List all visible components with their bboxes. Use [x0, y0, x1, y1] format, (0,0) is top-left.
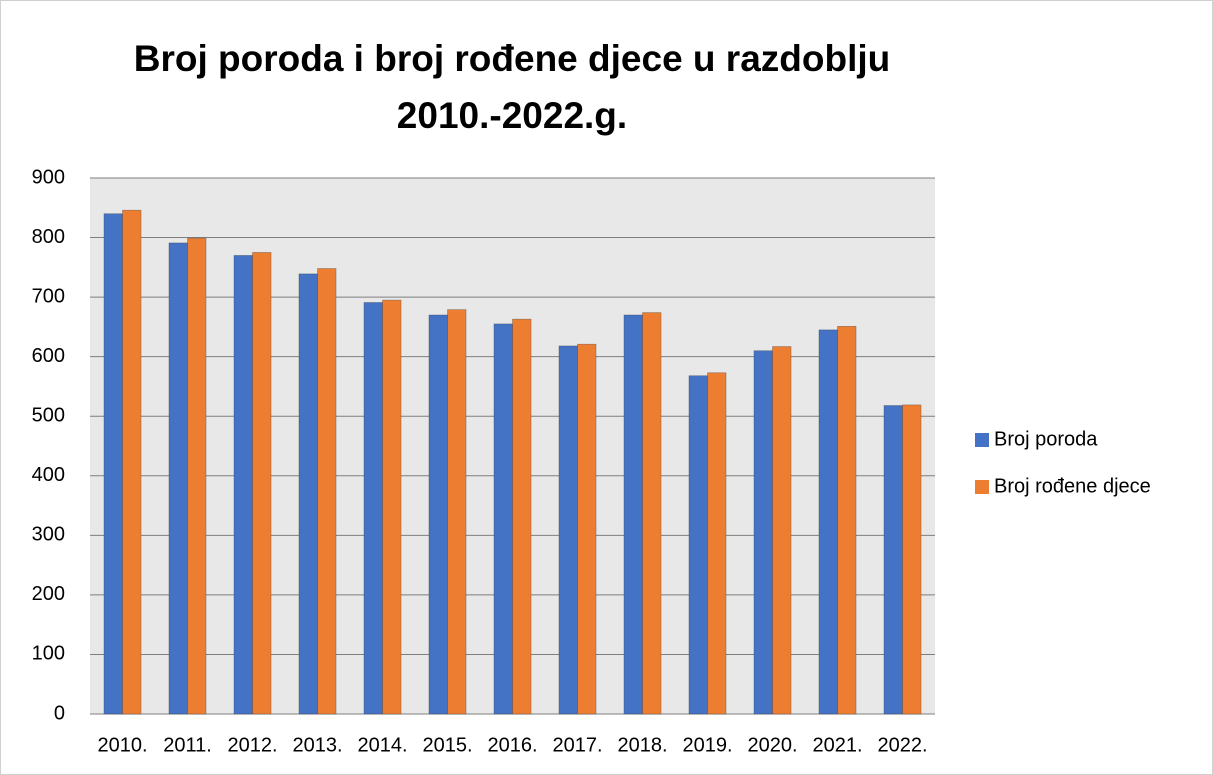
- x-tick-label: 2013.: [292, 734, 342, 756]
- x-tick-label: 2021.: [812, 734, 862, 756]
- y-tick-label: 700: [32, 285, 65, 307]
- bar: [623, 314, 643, 715]
- bar: [187, 237, 207, 715]
- bar: [707, 372, 727, 715]
- y-tick-label: 400: [32, 464, 65, 486]
- y-tick-label: 600: [32, 345, 65, 367]
- bar: [122, 209, 142, 715]
- chart-title: Broj poroda i broj rođene djece u razdob…: [133, 38, 891, 136]
- x-tick-label: 2018.: [617, 734, 667, 756]
- x-tick-label: 2012.: [227, 734, 277, 756]
- x-tick-label: 2014.: [357, 734, 407, 756]
- y-tick-label: 0: [54, 702, 65, 724]
- bar: [818, 329, 838, 715]
- bar: [688, 375, 708, 715]
- x-tick-label: 2019.: [682, 734, 732, 756]
- bar: [168, 242, 188, 715]
- bar: [642, 312, 662, 715]
- x-tick-label: 2017.: [552, 734, 602, 756]
- bar: [298, 273, 318, 715]
- bar: [902, 404, 922, 715]
- y-tick-label: 900: [32, 166, 65, 188]
- bar: [428, 314, 448, 715]
- x-tick-label: 2010.: [97, 734, 147, 756]
- x-tick-label: 2016.: [487, 734, 537, 756]
- bar: [753, 350, 773, 715]
- legend-label: Broj rođene djece: [994, 475, 1151, 497]
- x-tick-label: 2011.: [163, 734, 212, 756]
- bar: [233, 255, 253, 715]
- bar: [103, 213, 123, 715]
- y-tick-label: 100: [32, 643, 65, 665]
- bar: [493, 323, 513, 715]
- y-tick-label: 300: [32, 524, 65, 546]
- y-tick-label: 800: [32, 226, 65, 248]
- x-tick-label: 2022.: [877, 734, 927, 756]
- bar: [317, 268, 337, 715]
- bar: [382, 299, 402, 715]
- y-tick-label: 200: [32, 583, 65, 605]
- legend-label: Broj poroda: [994, 428, 1098, 450]
- bar: [252, 252, 272, 715]
- bar: [883, 405, 903, 715]
- bar: [558, 345, 578, 715]
- x-tick-label: 2015.: [422, 734, 472, 756]
- bar: [363, 302, 383, 715]
- y-tick-label: 500: [32, 405, 65, 427]
- x-tick-label: 2020.: [747, 734, 797, 756]
- bar: [512, 318, 532, 715]
- bar: [772, 346, 792, 715]
- bar: [837, 325, 857, 715]
- bar: [447, 309, 467, 715]
- legend-swatch: [975, 433, 989, 447]
- legend-swatch: [975, 480, 989, 494]
- bar: [577, 343, 597, 715]
